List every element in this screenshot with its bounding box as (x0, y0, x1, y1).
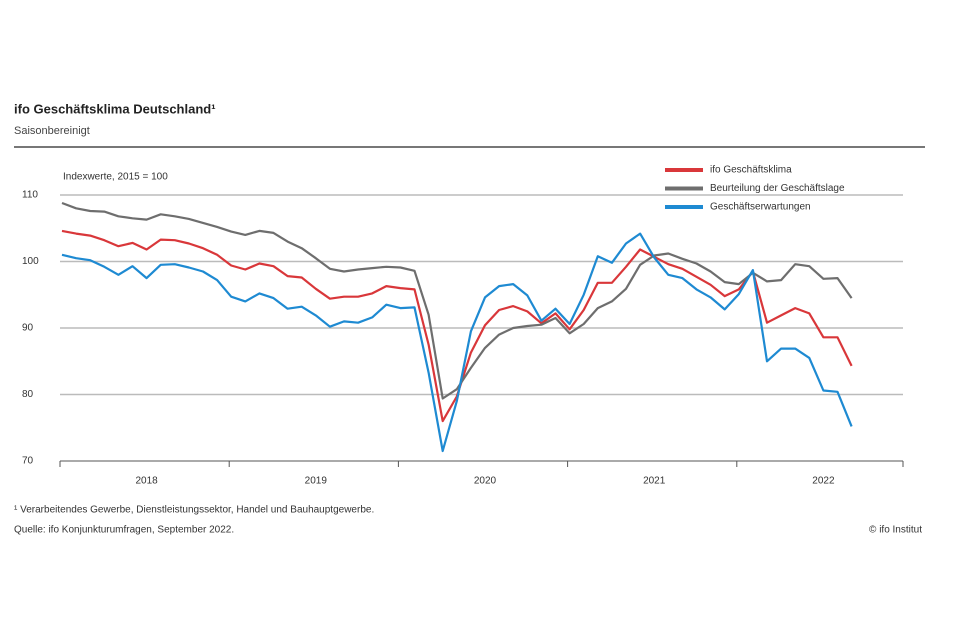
y-tick-label: 90 (22, 323, 34, 334)
y-axis-label: Indexwerte, 2015 = 100 (63, 172, 168, 183)
series-line (61, 229, 853, 423)
source: Quelle: ifo Konjunkturumfragen, Septembe… (14, 525, 234, 536)
series-line (61, 201, 853, 400)
y-tick-label: 80 (22, 389, 34, 400)
copyright: © ifo Institut (869, 525, 922, 536)
x-tick-label: 2022 (812, 476, 835, 487)
chart-subtitle: Saisonbereinigt (14, 125, 90, 137)
legend-label: ifo Geschäftsklima (710, 165, 792, 176)
footnote: ¹ Verarbeitendes Gewerbe, Dienstleistung… (14, 505, 374, 516)
x-tick-label: 2018 (135, 476, 158, 487)
x-tick-label: 2020 (474, 476, 497, 487)
y-tick-label: 110 (22, 190, 38, 201)
legend-label: Geschäftserwartungen (710, 202, 811, 213)
x-tick-label: 2021 (643, 476, 666, 487)
legend-label: Beurteilung der Geschäftslage (710, 183, 845, 194)
series-line (61, 232, 853, 453)
y-tick-label: 70 (22, 456, 34, 467)
chart-title: ifo Geschäftsklima Deutschland¹ (14, 101, 216, 116)
y-tick-label: 100 (22, 256, 39, 267)
x-tick-label: 2019 (305, 476, 328, 487)
